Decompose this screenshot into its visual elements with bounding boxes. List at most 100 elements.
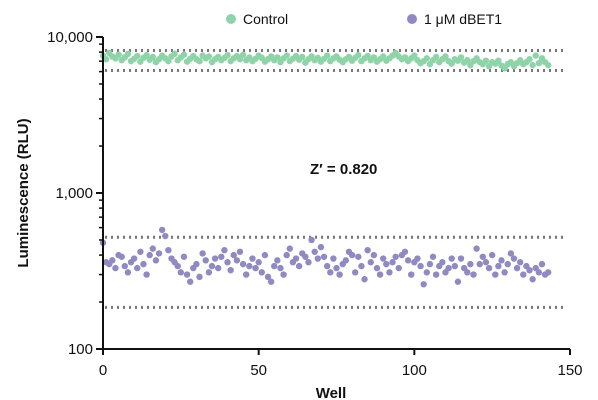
control-point <box>196 57 203 65</box>
legend-label-dbet1: 1 μM dBET1 <box>424 11 502 27</box>
dbet1-point <box>274 257 281 264</box>
control-point <box>224 51 231 59</box>
dbet1-point <box>255 259 262 266</box>
dbet1-point <box>205 269 213 276</box>
dbet1-point <box>323 262 331 270</box>
dbet1-point <box>520 271 527 278</box>
dbet1-point <box>358 262 365 270</box>
dbet1-point <box>118 253 125 260</box>
control-point <box>299 53 306 61</box>
legend-marker-control <box>226 14 236 24</box>
y-axis-title: Luminescence (RLU) <box>15 118 32 267</box>
dbet1-point <box>408 271 415 278</box>
dbet1-point <box>479 253 487 260</box>
dbet1-point <box>314 255 322 262</box>
dbet1-point <box>311 248 318 255</box>
dbet1-point <box>243 271 250 278</box>
dbet1-point <box>199 250 206 257</box>
dbet1-point <box>221 246 228 254</box>
control-point <box>239 51 247 58</box>
control-point <box>535 59 543 67</box>
dbet1-point <box>236 248 244 255</box>
control-point <box>323 52 331 59</box>
dbet1-point <box>386 269 393 276</box>
dbet1-point <box>351 269 359 276</box>
dbet1-point <box>364 246 371 254</box>
control-point <box>482 57 490 64</box>
dbet1-point <box>239 260 247 268</box>
dbet1-point <box>482 259 490 266</box>
dbet1-point <box>538 260 546 268</box>
dbet1-point <box>286 245 293 252</box>
control-point <box>165 57 172 65</box>
dbet1-point <box>130 255 138 262</box>
dbet1-point <box>280 271 287 278</box>
dbet1-point <box>495 262 502 270</box>
y-tick-label: 100 <box>68 341 93 358</box>
control-point <box>102 56 110 63</box>
dbet1-point <box>501 269 508 276</box>
dbet1-point <box>186 278 194 285</box>
dbet1-point <box>348 251 356 259</box>
x-ticks: 0 50 100 150 <box>99 349 583 379</box>
dbet1-point <box>112 264 119 272</box>
dbet1-point <box>121 262 128 270</box>
dbet1-point <box>267 278 275 285</box>
legend: Control 1 μM dBET1 <box>226 11 502 27</box>
dbet1-point <box>535 269 543 276</box>
dbet1-point <box>124 269 132 276</box>
control-point <box>442 53 449 60</box>
y-tick-label: 10,000 <box>47 29 93 46</box>
threshold-lines <box>105 48 567 309</box>
control-point <box>545 61 552 69</box>
dbet1-point <box>302 253 309 260</box>
dbet1-point <box>355 253 362 260</box>
dbet1-point <box>426 260 434 268</box>
dbet1-point <box>146 251 153 259</box>
dbet1-point <box>218 253 225 260</box>
z-prime-annotation: Z′ = 0.820 <box>310 161 377 178</box>
dbet1-point <box>149 245 157 252</box>
dbet1-point <box>492 271 499 278</box>
x-tick-label: 150 <box>557 362 582 379</box>
dbet1-point <box>158 226 166 234</box>
dbet1-point <box>233 257 241 264</box>
dbet1-point <box>277 264 284 272</box>
dbet1-point <box>155 250 163 257</box>
dbet1-point <box>516 259 524 266</box>
dbet1-point <box>320 253 328 260</box>
dbet1-point <box>467 260 474 268</box>
dbet1-point <box>376 271 384 278</box>
dbet1-point <box>330 255 337 262</box>
control-point <box>134 52 141 60</box>
dbet1-point <box>395 264 402 272</box>
dbet1-point <box>454 278 462 285</box>
dbet1-point <box>439 259 446 266</box>
control-point <box>149 53 157 61</box>
dbet1-point <box>134 264 141 272</box>
dbet1-point <box>457 255 465 262</box>
control-point <box>532 52 539 59</box>
dbet1-point <box>361 276 368 283</box>
dbet1-point <box>152 257 160 264</box>
dbet1-point <box>183 271 191 278</box>
dbet1-point <box>252 264 259 272</box>
dbet1-point <box>143 271 150 278</box>
dbet1-point <box>333 264 340 272</box>
control-point <box>526 56 533 63</box>
dbet1-point <box>448 255 455 262</box>
dbet1-point <box>485 264 493 272</box>
control-point <box>457 54 465 61</box>
dbet1-point <box>370 251 378 259</box>
control-point <box>423 55 430 62</box>
dbet1-point <box>476 260 483 268</box>
control-point <box>236 56 244 63</box>
dbet1-point <box>342 257 350 264</box>
dbet1-point <box>510 255 518 262</box>
dbet1-point <box>507 250 515 257</box>
dbet1-point <box>545 269 552 276</box>
dbet1-point <box>389 259 396 266</box>
x-tick-label: 100 <box>402 362 427 379</box>
control-point <box>355 51 362 59</box>
dbet1-point <box>401 248 409 255</box>
